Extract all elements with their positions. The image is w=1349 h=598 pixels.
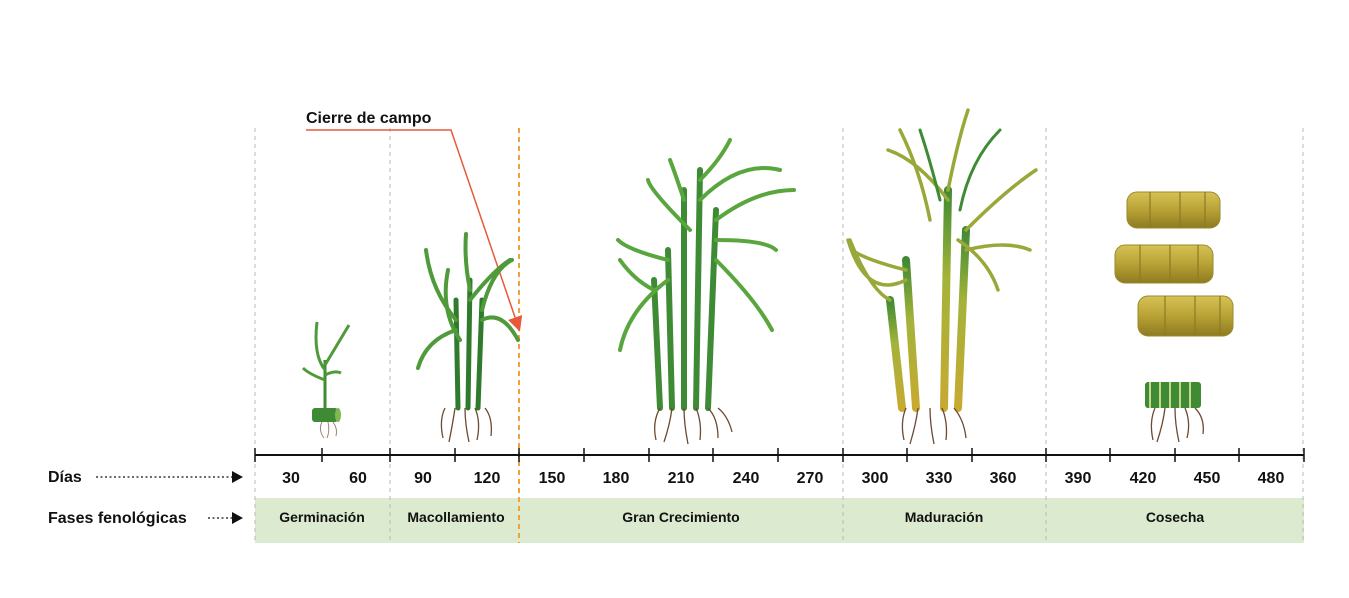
days-row-label: Días	[48, 469, 82, 486]
day-label: 390	[1065, 470, 1092, 487]
timeline-ticks	[254, 448, 1305, 462]
days-row-arrow	[96, 471, 243, 483]
stump-icon	[1145, 382, 1204, 443]
day-label: 420	[1130, 470, 1157, 487]
day-label: 480	[1258, 470, 1285, 487]
tall-cane-icon	[616, 138, 796, 445]
day-label: 360	[990, 470, 1017, 487]
phases-row-arrow	[208, 512, 243, 524]
tillering-plant-icon	[416, 232, 520, 443]
mature-cane-icon	[846, 108, 1038, 445]
day-label: 90	[414, 470, 432, 487]
day-label: 300	[862, 470, 889, 487]
phase-labels: Germinación Macollamiento Gran Crecimiento…	[279, 509, 1204, 525]
phase-band	[255, 498, 1304, 543]
day-label: 210	[668, 470, 695, 487]
phase-dividers	[254, 128, 1304, 543]
cut-stalks-icon	[1114, 191, 1234, 337]
phase-label: Cosecha	[1146, 509, 1205, 525]
day-label: 60	[349, 470, 367, 487]
phase-label: Macollamiento	[407, 509, 504, 525]
phase-label: Germinación	[279, 509, 365, 525]
day-label: 180	[603, 470, 630, 487]
day-label: 120	[474, 470, 501, 487]
phase-label: Gran Crecimiento	[622, 509, 739, 525]
day-label: 240	[733, 470, 760, 487]
day-label: 150	[539, 470, 566, 487]
day-label: 270	[797, 470, 824, 487]
field-closure-label: Cierre de campo	[306, 110, 432, 127]
phase-label: Maduración	[905, 509, 984, 525]
day-label: 450	[1194, 470, 1221, 487]
field-closure-arrow	[306, 129, 523, 332]
day-label: 30	[282, 470, 300, 487]
day-label: 330	[926, 470, 953, 487]
sprout-icon	[301, 321, 351, 439]
day-labels: 30 60 90 120 150 180 210 240 270 300 330 360 390 420 4…	[282, 470, 1284, 487]
phases-row-label: Fases fenológicas	[48, 510, 187, 527]
